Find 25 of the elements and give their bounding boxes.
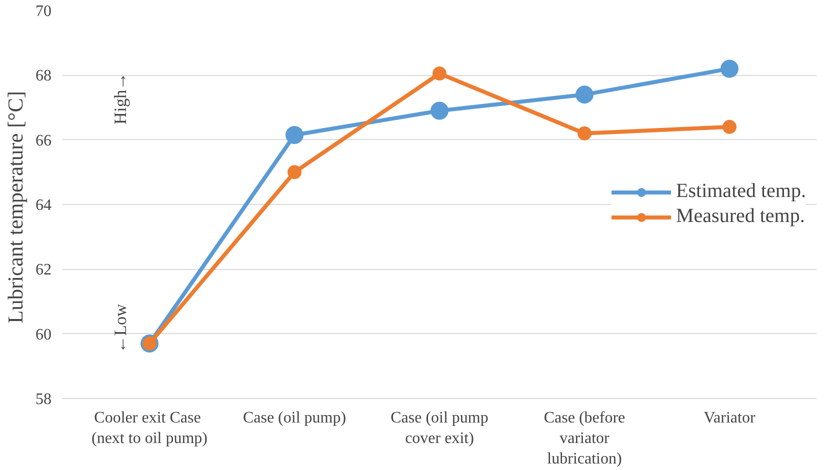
y-tick-label: 66 bbox=[36, 132, 52, 150]
x-tick-label: Case (oil pump) bbox=[242, 410, 346, 426]
point bbox=[432, 66, 446, 81]
x-tick-label: Cooler exit Case (next to oil pump) bbox=[92, 410, 208, 447]
y-tick-label: 62 bbox=[36, 262, 52, 279]
point bbox=[288, 165, 302, 180]
y-axis-title: Lubricant temperature [°C] bbox=[4, 90, 28, 324]
y-tick-label: 68 bbox=[36, 68, 52, 85]
y-tick-label: 60 bbox=[36, 326, 52, 344]
annotation: ←Low bbox=[111, 303, 130, 354]
point bbox=[720, 60, 738, 78]
point bbox=[576, 86, 594, 104]
y-tick-label: 64 bbox=[36, 197, 52, 214]
x-tick-label: Case (before variator lubrication) bbox=[544, 410, 626, 468]
x-tick-label: Case (oil pump cover exit) bbox=[390, 410, 488, 447]
y-tick-label: 58 bbox=[36, 391, 52, 408]
annotation: High→ bbox=[111, 72, 130, 124]
point bbox=[286, 126, 304, 144]
point bbox=[578, 126, 592, 140]
legend-label: Estimated temp. bbox=[676, 180, 806, 203]
point bbox=[430, 102, 448, 120]
y-tick-label: 70 bbox=[36, 3, 52, 20]
legend-label: Measured temp. bbox=[676, 205, 805, 228]
point bbox=[722, 120, 736, 134]
x-tick-label: Variator bbox=[704, 410, 756, 426]
